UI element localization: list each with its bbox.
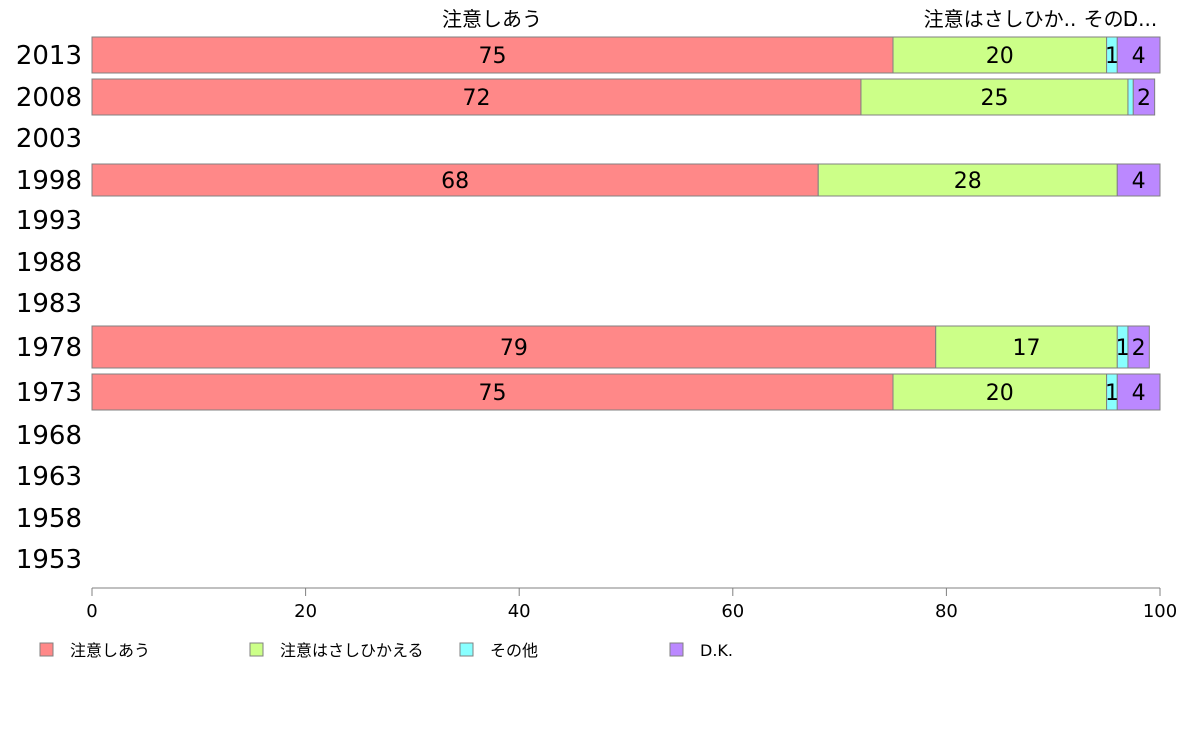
x-tick-label: 100 [1143, 601, 1177, 622]
x-tick-label: 40 [508, 601, 531, 622]
data-label: 1 [1116, 336, 1130, 361]
bar-segment [1116, 163, 1161, 197]
bar-segment [1127, 325, 1150, 369]
bar-segment [1132, 78, 1156, 116]
top-label: D... [1123, 7, 1157, 31]
legend-swatch [249, 642, 264, 657]
data-label: 75 [479, 44, 507, 69]
bar-segment [91, 36, 894, 74]
legend-swatch [669, 642, 684, 657]
data-label: 20 [986, 44, 1014, 69]
category-label: 1998 [16, 166, 82, 196]
data-label: 72 [462, 86, 490, 111]
category-label: 1993 [16, 206, 82, 236]
data-label: 2 [1137, 86, 1151, 111]
data-label: 4 [1132, 381, 1146, 406]
x-tick-label: 20 [294, 601, 317, 622]
bar-segment [91, 373, 894, 411]
data-label: 79 [500, 336, 528, 361]
category-label: 1988 [16, 248, 82, 278]
top-label: 注意はさしひか.. [924, 7, 1077, 31]
data-label: 1 [1105, 381, 1119, 406]
legend-label: その他 [490, 641, 538, 660]
category-label: 1978 [16, 333, 82, 363]
category-label: 1983 [16, 289, 82, 319]
bar-segment [1127, 78, 1134, 116]
x-tick-label: 0 [86, 601, 97, 622]
legend-label: 注意はさしひかえる [280, 641, 424, 660]
category-label: 1963 [16, 462, 82, 492]
data-label: 17 [1013, 336, 1041, 361]
top-label: その.. [1084, 7, 1137, 31]
data-label: 4 [1132, 169, 1146, 194]
bar-segment [935, 325, 1118, 369]
bar-segment [1116, 36, 1161, 74]
category-label: 1973 [16, 378, 82, 408]
legend-swatch [459, 642, 474, 657]
bar-segment [1116, 373, 1161, 411]
bar-segment [860, 78, 1129, 116]
x-tick-label: 80 [935, 601, 958, 622]
bar-segment [892, 36, 1108, 74]
data-label: 20 [986, 381, 1014, 406]
bar-segment [892, 373, 1108, 411]
data-label: 2 [1132, 336, 1146, 361]
category-label: 1953 [16, 545, 82, 575]
top-label: 注意しあう [442, 7, 542, 31]
data-label: 25 [980, 86, 1008, 111]
bar-segment [91, 78, 862, 116]
legend-label: D.K. [700, 641, 733, 660]
legend-label: 注意しあう [70, 641, 150, 660]
data-label: 1 [1105, 44, 1119, 69]
category-label: 2013 [16, 41, 82, 71]
category-label: 1958 [16, 504, 82, 534]
category-label: 2008 [16, 83, 82, 113]
data-label: 75 [479, 381, 507, 406]
bar-segment [91, 325, 937, 369]
data-label: 28 [954, 169, 982, 194]
legend-swatch [39, 642, 54, 657]
bar-segment [817, 163, 1118, 197]
data-label: 4 [1132, 44, 1146, 69]
bar-segment [91, 163, 819, 197]
data-label: 68 [441, 169, 469, 194]
x-tick-label: 60 [721, 601, 744, 622]
category-label: 1968 [16, 421, 82, 451]
category-label: 2003 [16, 124, 82, 154]
